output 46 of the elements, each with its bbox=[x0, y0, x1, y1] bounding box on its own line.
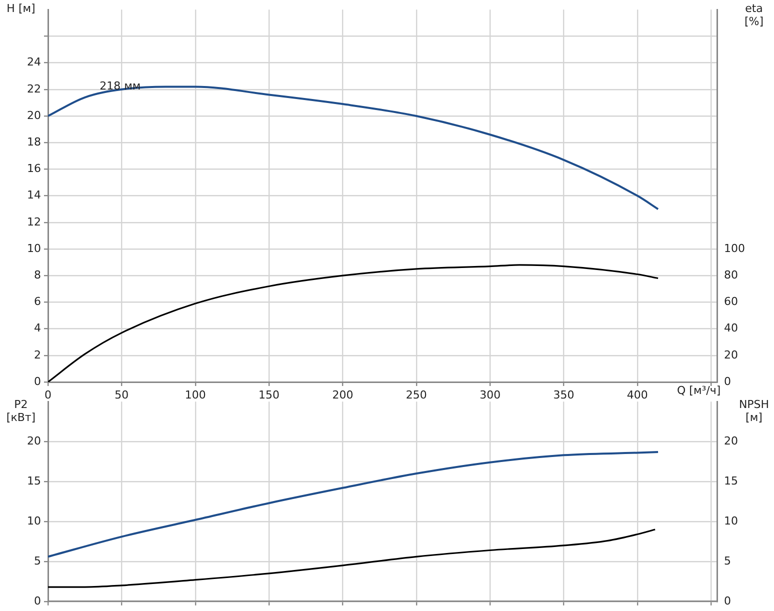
y2-tick-label: 40 bbox=[724, 322, 738, 335]
y-tick-label: 24 bbox=[27, 56, 41, 69]
line-series bbox=[48, 264, 659, 382]
y-tick-label: 0 bbox=[34, 374, 41, 388]
y-tick-label: 14 bbox=[27, 188, 41, 202]
y2-tick-label: 20 bbox=[724, 348, 738, 362]
y-tick-label: 0 bbox=[34, 594, 41, 608]
y-tick-label: 2 bbox=[34, 348, 41, 362]
y2-axis-title: eta [%] bbox=[743, 2, 765, 28]
y2-tick-label: 60 bbox=[724, 295, 738, 308]
y2-tick-label: 0 bbox=[724, 594, 731, 608]
x-tick-label: 100 bbox=[184, 388, 206, 402]
x-tick-label: 400 bbox=[626, 388, 648, 402]
y-tick-label: 20 bbox=[27, 434, 41, 448]
x-tick-label: 50 bbox=[114, 388, 129, 402]
y2-tick-label: 100 bbox=[724, 242, 745, 255]
y-tick-label: 18 bbox=[27, 135, 41, 148]
y-tick-label: 4 bbox=[34, 322, 41, 335]
y-axis-title: P2 [кВт] bbox=[5, 398, 37, 424]
y2-tick-label: 10 bbox=[724, 514, 738, 528]
y2-tick-label: 80 bbox=[724, 268, 738, 282]
x-axis-title: Q [м³/ч] bbox=[677, 384, 721, 397]
y-tick-label: 8 bbox=[34, 268, 41, 282]
line-series bbox=[48, 450, 660, 558]
x-tick-label: 250 bbox=[406, 388, 427, 402]
y-tick-label: 16 bbox=[27, 162, 41, 176]
y2-axis-title: NPSH [м] bbox=[738, 398, 770, 424]
y2-tick-label: 5 bbox=[724, 554, 731, 568]
y-tick-label: 15 bbox=[27, 474, 41, 488]
x-tick-label: 350 bbox=[553, 388, 574, 402]
y-tick-label: 22 bbox=[27, 82, 41, 96]
x-tick-label: 300 bbox=[480, 388, 501, 402]
x-tick-label: 200 bbox=[332, 388, 354, 402]
y2-tick-label: 20 bbox=[724, 434, 738, 448]
y-tick-label: 6 bbox=[34, 295, 41, 308]
y2-tick-label: 0 bbox=[724, 374, 731, 388]
y-axis-title: H [м] bbox=[6, 2, 36, 15]
y-tick-label: 12 bbox=[27, 215, 41, 228]
y-tick-label: 10 bbox=[27, 242, 41, 255]
x-tick-label: 0 bbox=[44, 388, 52, 402]
y2-tick-label: 15 bbox=[724, 474, 738, 488]
y-tick-label: 5 bbox=[34, 554, 41, 568]
line-series bbox=[48, 528, 656, 588]
y-tick-label: 10 bbox=[27, 514, 41, 528]
x-tick-label: 150 bbox=[258, 388, 280, 402]
y-tick-label: 20 bbox=[27, 108, 41, 122]
